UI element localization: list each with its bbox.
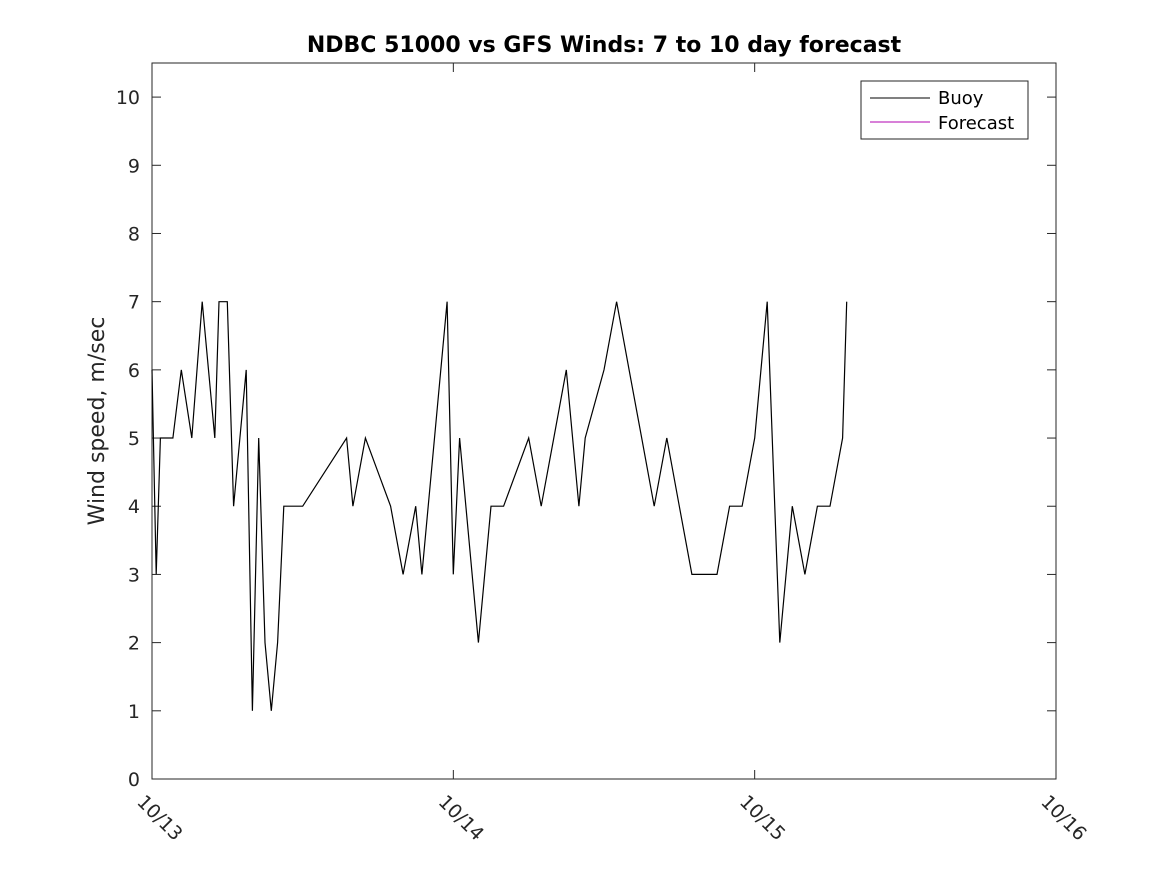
legend: Buoy Forecast bbox=[860, 80, 1029, 140]
x-tick-label: 10/15 bbox=[735, 791, 789, 845]
plot-area: 0 1 2 3 4 5 6 7 8 9 10 10/13 10/14 10/15 10/16 bbox=[116, 62, 1091, 845]
y-tick-label: 0 bbox=[128, 769, 140, 791]
legend-label-forecast: Forecast bbox=[938, 113, 1014, 134]
y-tick-label: 7 bbox=[128, 292, 140, 314]
y-tick-label: 9 bbox=[128, 155, 140, 177]
series-layer bbox=[151, 301, 848, 711]
y-tick-label: 2 bbox=[128, 633, 140, 655]
y-axis-ticks: 0 1 2 3 4 5 6 7 8 9 10 bbox=[116, 87, 1056, 791]
legend-box bbox=[860, 80, 1029, 140]
x-tick-label: 10/14 bbox=[434, 791, 488, 845]
y-tick-label: 8 bbox=[128, 223, 140, 245]
y-tick-label: 4 bbox=[128, 496, 140, 518]
y-tick-label: 1 bbox=[128, 701, 140, 723]
legend-label-buoy: Buoy bbox=[938, 88, 984, 109]
x-tick-label: 10/13 bbox=[132, 791, 186, 845]
x-tick-label: 10/16 bbox=[1036, 791, 1090, 845]
y-tick-label: 5 bbox=[128, 428, 140, 450]
plot-frame bbox=[151, 62, 1057, 780]
y-tick-label: 10 bbox=[116, 87, 140, 109]
chart-title: NDBC 51000 vs GFS Winds: 7 to 10 day for… bbox=[307, 33, 902, 58]
y-axis-label: Wind speed, m/sec bbox=[85, 317, 110, 526]
y-tick-label: 6 bbox=[128, 360, 140, 382]
series-line-buoy bbox=[151, 301, 848, 711]
y-tick-label: 3 bbox=[128, 564, 140, 586]
